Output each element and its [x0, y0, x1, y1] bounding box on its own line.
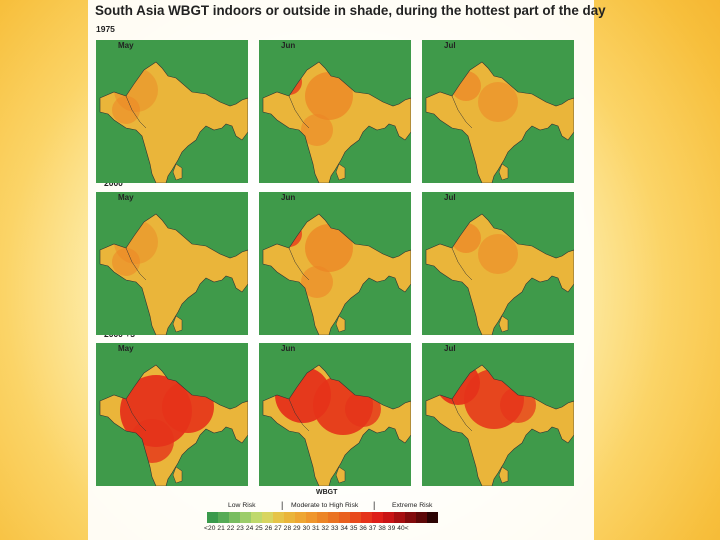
map-1975-jul: Jul [422, 40, 574, 183]
legend-swatch-6 [273, 512, 284, 523]
month-label: Jul [444, 344, 456, 353]
legend-swatch-13 [350, 512, 361, 523]
legend-scale: <20 21 22 23 24 25 26 27 28 29 30 31 32 … [204, 525, 409, 532]
legend-swatch-17 [394, 512, 405, 523]
legend-swatch-2 [229, 512, 240, 523]
legend-swatch-19 [416, 512, 427, 523]
legend-swatch-5 [262, 512, 273, 523]
figure-title: South Asia WBGT indoors or outside in sh… [95, 3, 606, 18]
month-label: Jun [281, 41, 296, 50]
row-label-2000: 2000 [104, 178, 123, 188]
legend-low-risk: Low Risk [228, 502, 256, 509]
legend-swatch-4 [251, 512, 262, 523]
legend-separator-1: | [281, 500, 284, 510]
legend-swatch-1 [218, 512, 229, 523]
map-20003-may: May [96, 343, 248, 486]
legend-swatch-12 [339, 512, 350, 523]
legend-colorbar [207, 512, 438, 523]
legend-swatch-10 [317, 512, 328, 523]
month-label: Jun [281, 193, 296, 202]
legend-swatch-18 [405, 512, 416, 523]
legend-title: WBGT [316, 489, 338, 496]
month-label: Jul [444, 193, 456, 202]
legend-moderate-risk: Moderate to High Risk [291, 502, 359, 509]
legend-swatch-8 [295, 512, 306, 523]
month-label: May [118, 41, 134, 50]
month-label: May [118, 344, 134, 353]
legend-swatch-15 [372, 512, 383, 523]
month-label: Jul [444, 41, 456, 50]
map-20003-jun: Jun [259, 343, 411, 486]
map-2000-may: May [96, 192, 248, 335]
map-20003-jul: Jul [422, 343, 574, 486]
legend-extreme-risk: Extreme Risk [392, 502, 433, 509]
month-label: Jun [281, 344, 296, 353]
legend-swatch-20 [427, 512, 438, 523]
map-1975-jun: Jun [259, 40, 411, 183]
legend-swatch-14 [361, 512, 372, 523]
legend-swatch-11 [328, 512, 339, 523]
legend-swatch-9 [306, 512, 317, 523]
legend-swatch-16 [383, 512, 394, 523]
legend-separator-2: | [373, 500, 376, 510]
month-label: May [118, 193, 134, 202]
map-2000-jun: Jun [259, 192, 411, 335]
row-label-1975: 1975 [96, 24, 115, 34]
legend-swatch-0 [207, 512, 218, 523]
legend-swatch-3 [240, 512, 251, 523]
legend-swatch-7 [284, 512, 295, 523]
map-2000-jul: Jul [422, 192, 574, 335]
map-1975-may: May [96, 40, 248, 183]
